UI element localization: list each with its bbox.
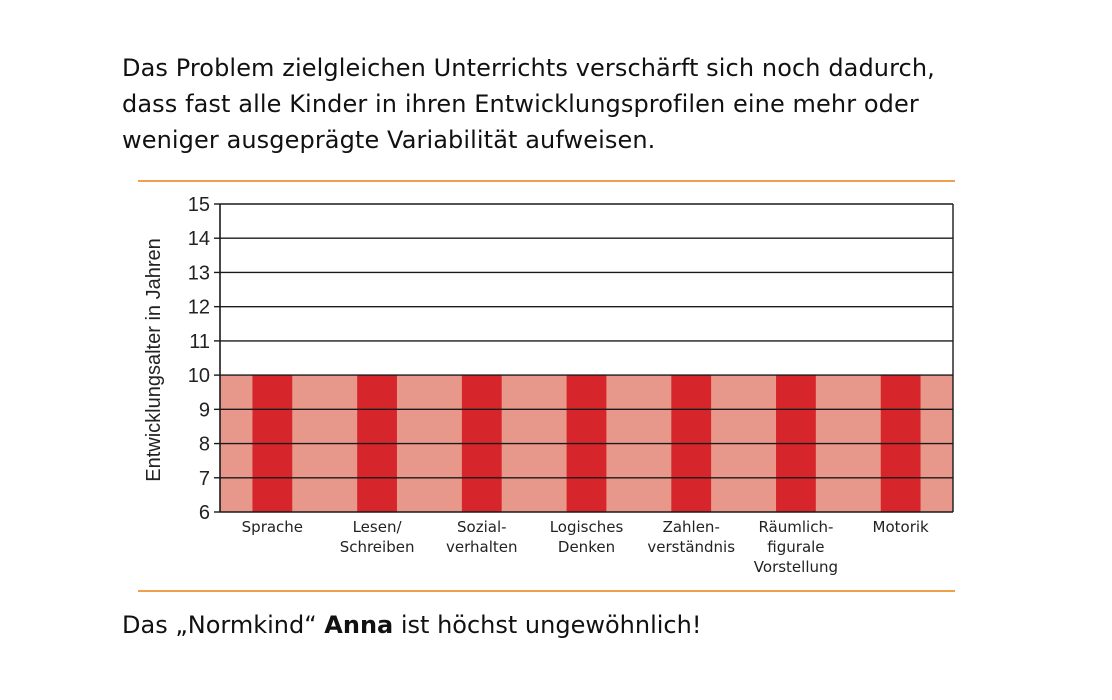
y-tick-label-10: 10 [188,365,210,387]
intro-line-3: weniger ausgeprägte Variabilität aufweis… [122,126,656,154]
y-tick-label-11: 11 [189,331,210,353]
y-tick-label-7: 7 [199,468,210,490]
y-axis-label: Entwicklungsalter in Jahren [143,238,165,481]
footer-text: Das „Normkind“ Anna ist höchst ungewöhnl… [122,608,701,642]
intro-line-1: Das Problem zielgleichen Unterrichts ver… [122,54,935,82]
y-tick-label-6: 6 [199,502,210,524]
x-tick-label-6: Motorik [873,518,930,536]
y-tick-label-15: 15 [188,194,210,216]
x-tick-label-0: Sprache [242,518,303,536]
y-tick-label-13: 13 [188,262,210,284]
y-tick-label-14: 14 [188,228,210,250]
x-tick-label-4: Zahlen-verständnis [647,518,735,556]
y-tick-label-9: 9 [199,399,210,421]
footer-text-before: Das „Normkind“ [122,611,325,639]
intro-line-2: dass fast alle Kinder in ihren Entwicklu… [122,90,919,118]
y-tick-label-12: 12 [188,297,210,319]
x-tick-label-2: Sozial-verhalten [446,518,518,556]
footer-text-after: ist höchst ungewöhnlich! [393,611,702,639]
x-tick-label-1: Lesen/Schreiben [340,518,415,556]
intro-text: Das Problem zielgleichen Unterrichts ver… [122,50,1022,158]
y-tick-label-8: 8 [199,434,210,456]
footer-highlight-name: Anna [324,611,394,639]
x-tick-label-3: Logisches Denken [550,518,624,556]
x-tick-label-5: Räumlich-figurale Vorstellung [754,518,838,576]
